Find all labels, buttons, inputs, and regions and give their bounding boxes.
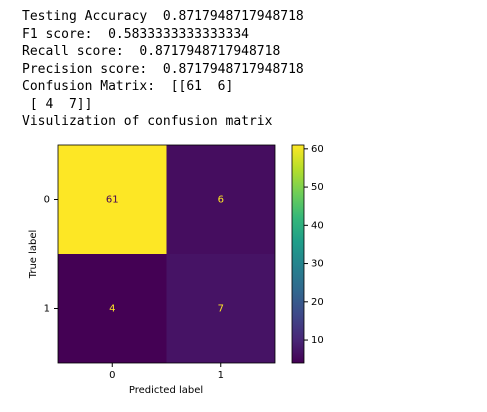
cell-label: 6 [218, 195, 224, 206]
cell-label: 61 [106, 195, 119, 206]
x-axis-label: Predicted label [129, 385, 203, 396]
output-line: F1 score: 0.5833333333333334 [22, 26, 249, 42]
colorbar-tick-label: 60 [311, 144, 324, 155]
heatmap-cell [58, 145, 167, 254]
colorbar-tick-label: 30 [311, 259, 324, 270]
heatmap-cell [58, 254, 167, 363]
heatmap-cell [166, 145, 275, 254]
colorbar-tick-label: 20 [311, 297, 324, 308]
colorbar-tick-label: 40 [311, 220, 324, 231]
x-tick-label: 1 [218, 370, 224, 381]
cell-label: 7 [218, 304, 224, 315]
y-tick-label: 1 [44, 304, 50, 315]
output-line: Testing Accuracy 0.8717948717948718 [22, 9, 304, 24]
y-tick-label: 0 [44, 195, 50, 206]
output-line: Precision score: 0.8717948717948718 [22, 61, 304, 77]
output-text: Testing Accuracy 0.8717948717948718 F1 sc… [22, 8, 304, 131]
x-tick-label: 0 [109, 370, 115, 381]
cell-label: 4 [109, 304, 115, 315]
colorbar-tick-label: 10 [311, 335, 324, 346]
plot-frame [57, 144, 276, 364]
colorbar [291, 144, 305, 364]
output-line: [ 4 7]] [22, 96, 93, 112]
output-line: Visulization of confusion matrix [22, 114, 273, 129]
y-axis-label: True label [28, 230, 39, 280]
output-line: Recall score: 0.8717948717948718 [22, 44, 281, 59]
colorbar-tick-label: 50 [311, 182, 324, 193]
output-line: Confusion Matrix: [[61 6] [22, 79, 234, 94]
heatmap-cell [166, 254, 275, 363]
